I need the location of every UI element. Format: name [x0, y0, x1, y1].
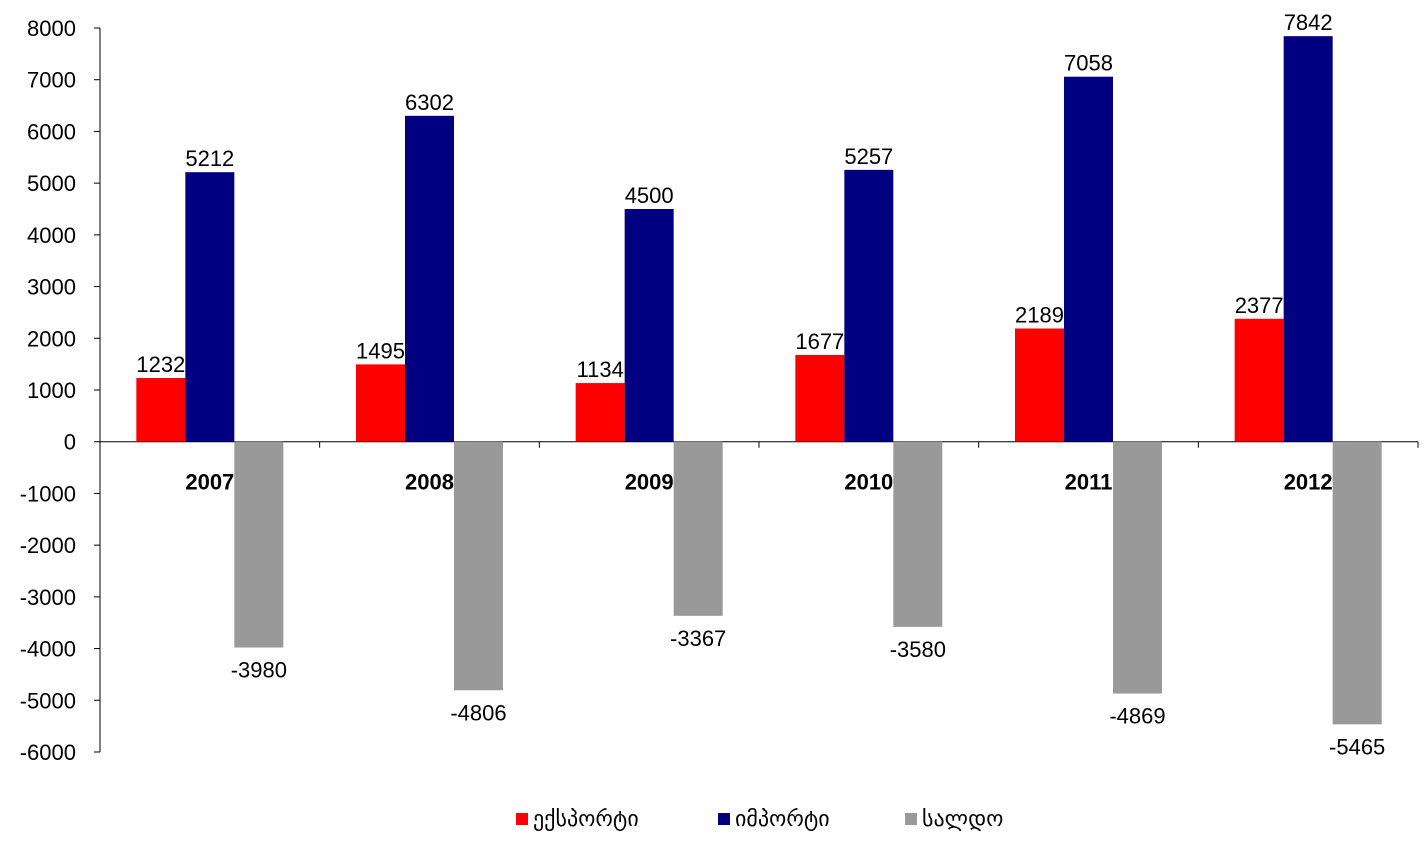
data-label: 1232 [136, 352, 185, 377]
bar [1332, 441, 1382, 725]
bar [844, 169, 894, 442]
data-label: -3367 [670, 626, 726, 651]
data-label: 5212 [185, 146, 234, 171]
bar [1064, 76, 1113, 442]
y-tick-label: -5000 [20, 688, 76, 713]
data-label: 5257 [844, 144, 893, 169]
bar [185, 172, 235, 442]
legend-swatch [516, 813, 528, 825]
data-label: 1495 [356, 338, 405, 363]
data-labels: 1232 5212 -3980 2007 1495 6302 -4806 2008 1134 45… [136, 10, 1385, 759]
data-label: -3580 [890, 637, 946, 662]
legend: ექსპორტი იმპორტი სალდო [516, 806, 1003, 831]
bar [234, 441, 284, 648]
category-label: 2011 [1065, 470, 1113, 495]
y-tick-label: 4000 [27, 223, 76, 248]
data-label: 2377 [1235, 293, 1284, 318]
bar [795, 354, 845, 442]
category-label: 2007 [185, 470, 234, 495]
legend-swatch [905, 813, 917, 825]
category-label: 2010 [844, 470, 893, 495]
legend-swatch [718, 813, 730, 825]
bar [136, 378, 186, 442]
data-label: 2189 [1015, 303, 1064, 328]
y-tick-label: 0 [64, 430, 76, 455]
y-tick-label: -1000 [20, 481, 76, 506]
y-tick-label: -6000 [20, 740, 76, 765]
data-label: 1677 [795, 329, 844, 354]
legend-label: ექსპორტი [533, 806, 639, 831]
legend-label: სალდო [922, 806, 1003, 831]
bar [893, 441, 943, 627]
y-tick-label: 3000 [27, 275, 76, 300]
bar [1113, 441, 1162, 694]
bar [575, 383, 625, 442]
data-label: 4500 [625, 183, 674, 208]
data-label: -5465 [1329, 734, 1385, 759]
y-tick-label: -4000 [20, 637, 76, 662]
bar [1015, 328, 1064, 442]
category-label: 2008 [405, 470, 454, 495]
data-label: -4869 [1109, 704, 1165, 729]
data-label: -3980 [231, 658, 287, 683]
category-label: 2009 [625, 470, 674, 495]
bar [1234, 318, 1284, 442]
bar [454, 441, 503, 691]
legend-label: იმპორტი [735, 806, 830, 831]
y-tick-label: -2000 [20, 533, 76, 558]
bar [356, 364, 405, 442]
bar [624, 209, 674, 442]
y-tick-label: 6000 [27, 119, 76, 144]
data-label: 7058 [1064, 51, 1113, 76]
bar [1283, 36, 1333, 442]
bar [405, 115, 454, 442]
y-tick-label: 7000 [27, 68, 76, 93]
data-label: 1134 [577, 357, 624, 382]
y-tick-label: 1000 [27, 378, 76, 403]
y-tick-label: 8000 [27, 16, 76, 41]
bars [136, 36, 1382, 725]
y-tick-label: -3000 [20, 585, 76, 610]
data-label: 7842 [1284, 10, 1333, 35]
category-label: 2012 [1284, 470, 1333, 495]
data-label: -4806 [450, 700, 506, 725]
y-tick-label: 2000 [27, 326, 76, 351]
axes: 8000 7000 6000 5000 4000 3000 2000 1000 0 -1000 -2… [20, 16, 1419, 765]
y-tick-label: 5000 [27, 171, 76, 196]
bar [673, 441, 723, 616]
data-label: 6302 [405, 90, 454, 115]
